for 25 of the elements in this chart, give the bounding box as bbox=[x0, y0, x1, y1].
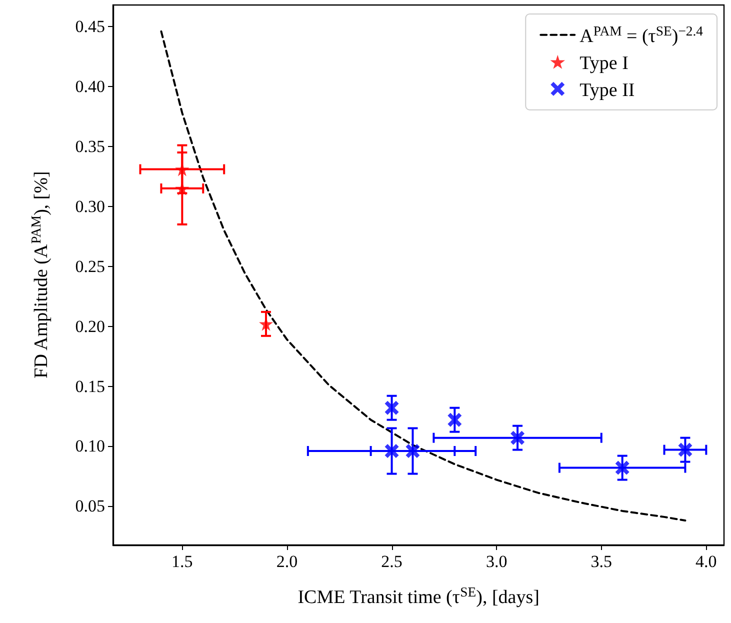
y-tick-label: 0.10 bbox=[75, 436, 105, 456]
point bbox=[384, 400, 399, 415]
point bbox=[406, 444, 420, 458]
x-tick-label: 3.0 bbox=[486, 552, 508, 571]
x-tick-label: 2.5 bbox=[381, 552, 402, 571]
y-tick-label: 0.15 bbox=[75, 376, 105, 396]
point bbox=[678, 442, 692, 457]
legend-label: Type I bbox=[580, 52, 628, 74]
y-tick-label: 0.45 bbox=[75, 17, 105, 36]
legend-label: Type II bbox=[580, 80, 635, 101]
y-tick-label: 0.05 bbox=[75, 496, 105, 516]
point bbox=[384, 444, 399, 458]
x-tick-label: 1.5 bbox=[172, 552, 193, 571]
x-tick-label: 4.0 bbox=[696, 552, 717, 571]
y-tick-label: 0.40 bbox=[75, 77, 105, 96]
x-tick-label: 3.5 bbox=[590, 552, 612, 571]
y-tick-label: 0.35 bbox=[75, 136, 105, 156]
y-tick-label: 0.20 bbox=[75, 316, 105, 336]
y-tick-label: 0.30 bbox=[75, 196, 105, 216]
point bbox=[448, 412, 462, 427]
x-tick-label: 2.0 bbox=[276, 552, 298, 571]
point bbox=[510, 430, 525, 445]
y-axis-title: FD Amplitude (APAM), [%] bbox=[28, 171, 52, 378]
point bbox=[615, 460, 630, 475]
y-tick-label: 0.25 bbox=[75, 256, 105, 276]
